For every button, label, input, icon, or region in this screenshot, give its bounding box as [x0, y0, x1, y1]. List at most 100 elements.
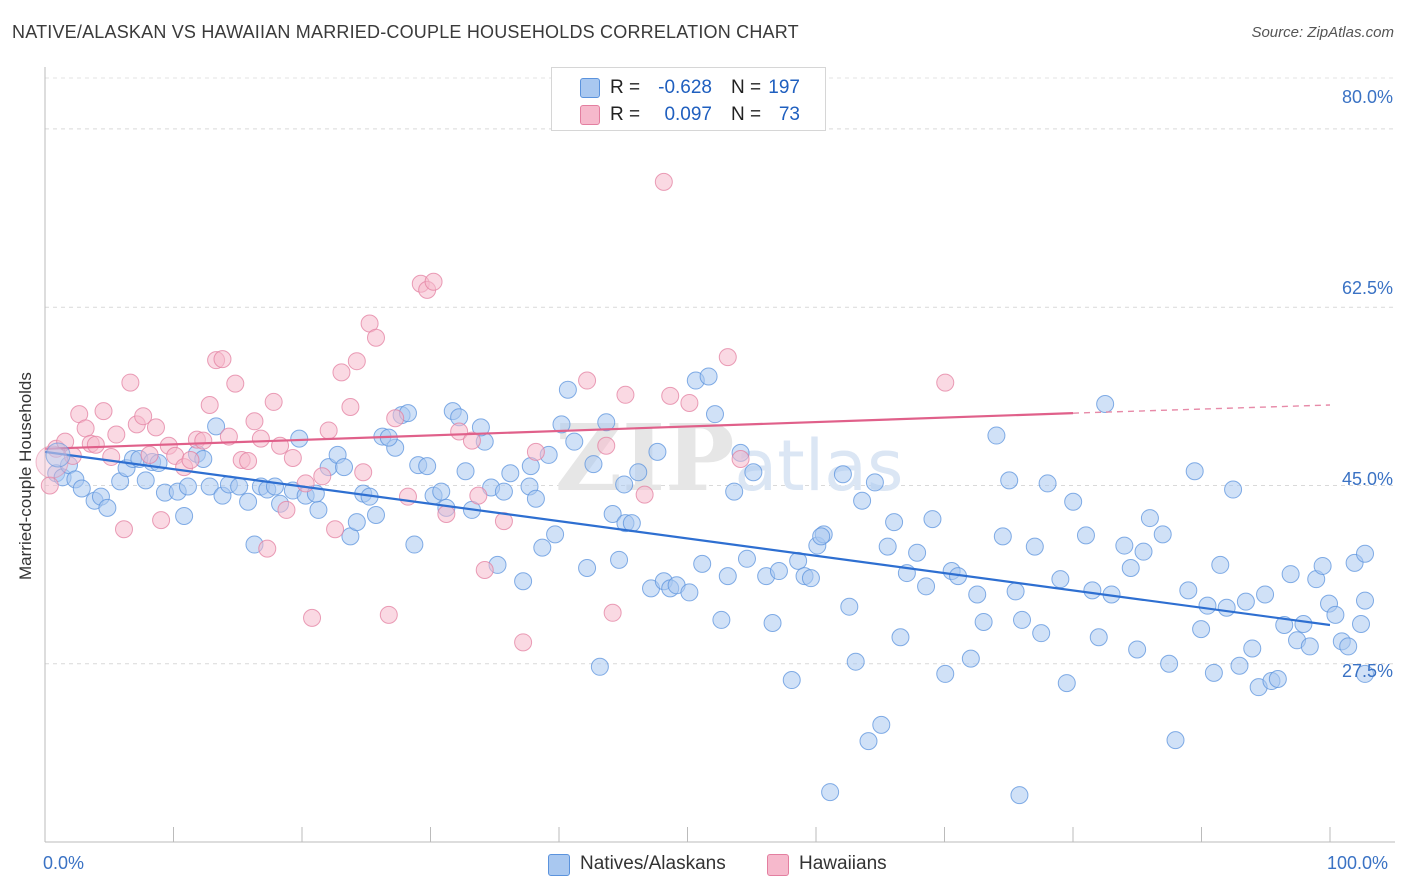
natives-point: [718, 567, 737, 586]
natives-point: [1351, 615, 1370, 634]
natives-point: [891, 628, 910, 647]
natives-point: [1179, 581, 1198, 600]
natives-point: [680, 583, 699, 602]
natives-point: [1185, 462, 1204, 481]
natives-point: [872, 715, 891, 734]
natives-point: [175, 507, 194, 526]
hawaiians-point: [354, 463, 373, 482]
natives-point: [494, 482, 513, 501]
hawaiians-point: [341, 398, 360, 417]
natives-point: [821, 783, 840, 802]
natives-point: [1275, 616, 1294, 635]
hawaiians-point: [437, 504, 456, 523]
hawaiians-point: [347, 352, 366, 371]
natives-point: [1115, 536, 1134, 555]
hawaiians-point: [332, 363, 351, 382]
y-tick-label: 62.5%: [1341, 278, 1393, 298]
natives-point: [546, 525, 565, 544]
natives-point: [200, 477, 219, 496]
hawaiians-point: [76, 419, 95, 438]
natives-point: [432, 482, 451, 501]
natives-point: [1217, 598, 1236, 617]
hawaiians-point: [616, 385, 635, 404]
natives-point: [769, 562, 788, 581]
hawaiians-point: [94, 402, 113, 421]
natives-point: [178, 477, 197, 496]
natives-point: [1140, 509, 1159, 528]
hawaiians-point: [475, 561, 494, 580]
hawaiians-point: [264, 392, 283, 411]
natives-point: [1160, 654, 1179, 673]
natives-point: [1057, 674, 1076, 693]
hawaiians-point: [277, 500, 296, 519]
natives-point: [833, 465, 852, 484]
natives-point: [908, 543, 927, 562]
natives-point: [878, 537, 897, 556]
legend-label: Natives/Alaskans: [580, 853, 726, 874]
natives-point: [1356, 544, 1374, 563]
hawaiians-point: [635, 485, 654, 504]
natives-point: [763, 613, 782, 632]
hawaiians-point: [450, 422, 469, 441]
hawaiians-point: [603, 603, 622, 622]
hawaiians-point: [40, 476, 59, 495]
natives-point: [923, 510, 942, 529]
natives-point: [1339, 637, 1358, 656]
hawaiians-trend-line: [44, 412, 1074, 450]
natives-point: [1300, 637, 1319, 656]
hawaiians-point: [258, 539, 277, 558]
natives-point: [699, 367, 718, 386]
hawaiians-point: [86, 435, 105, 454]
natives-point: [846, 652, 865, 671]
natives-swatch: [580, 78, 600, 98]
hawaiians-point: [319, 421, 338, 440]
natives-point: [584, 455, 603, 474]
natives-point: [1128, 640, 1147, 659]
natives-point: [1192, 620, 1211, 639]
natives-point: [1281, 565, 1300, 584]
natives-trend-line: [44, 450, 1331, 627]
natives-point: [1356, 664, 1374, 683]
natives-point: [712, 610, 731, 629]
natives-point: [597, 413, 616, 432]
hawaiians-point: [283, 448, 302, 467]
natives-legend-swatch: [548, 854, 570, 876]
natives-point: [309, 500, 328, 519]
source-credit: Source: ZipAtlas.com: [1251, 24, 1394, 41]
stats-row-hawaiians: R = 0.097 N = 73: [552, 101, 825, 127]
hawaiians-point: [366, 328, 385, 347]
natives-point: [744, 463, 763, 482]
legend-label: Hawaiians: [799, 853, 887, 874]
hawaiians-point: [194, 431, 213, 450]
natives-point: [1313, 556, 1332, 575]
n-value: 197: [768, 77, 800, 98]
natives-point: [207, 417, 226, 436]
natives-point: [1211, 555, 1230, 574]
hawaiians-point: [731, 449, 750, 468]
natives-point: [1204, 663, 1223, 682]
hawaiians-point: [718, 348, 737, 367]
natives-point: [45, 442, 71, 468]
natives-point: [533, 538, 552, 557]
natives-point: [1064, 492, 1083, 511]
hawaiians-point: [597, 436, 616, 455]
hawaiians-point: [181, 451, 200, 469]
hawaiians-point: [578, 371, 597, 390]
hawaiians-point: [680, 393, 699, 412]
y-tick-label: 45.0%: [1341, 469, 1393, 489]
natives-point: [961, 649, 980, 668]
natives-point: [418, 457, 437, 476]
natives-point: [501, 464, 520, 483]
natives-point: [1134, 542, 1153, 561]
x-tick-label-max: 100.0%: [1327, 853, 1389, 873]
hawaiians-point: [326, 520, 345, 539]
natives-point: [615, 475, 634, 494]
natives-point: [1025, 537, 1044, 556]
natives-point: [565, 432, 584, 451]
natives-point: [1326, 605, 1345, 624]
hawaiians-point: [469, 486, 488, 505]
stats-row-natives: R = -0.628 N = 197: [552, 74, 825, 100]
r-label: R =: [610, 77, 641, 98]
natives-point: [853, 491, 872, 510]
natives-point: [801, 569, 820, 588]
